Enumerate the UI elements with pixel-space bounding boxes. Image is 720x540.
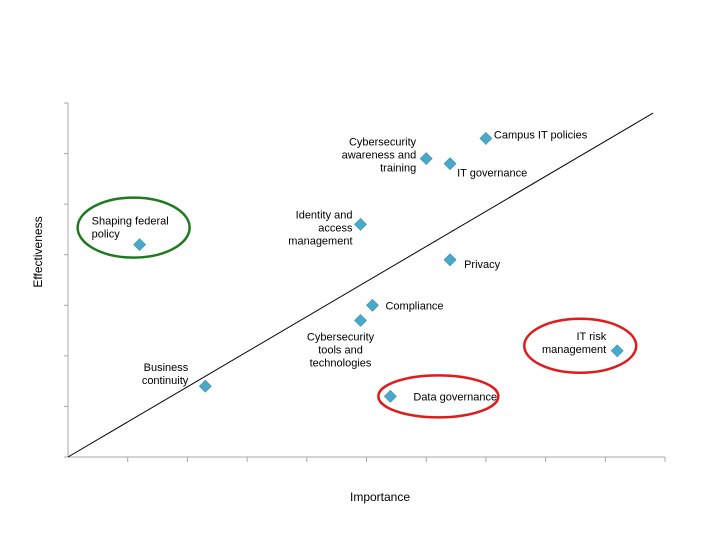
point-label-privacy: Privacy [464, 259, 501, 271]
point-label-line: Identity and [296, 209, 353, 221]
data-point-it-risk-management [610, 344, 624, 358]
data-point-data-governance [383, 389, 397, 403]
point-label-line: technologies [310, 357, 372, 369]
point-label-identity-and-access-management: Identity and access management [288, 209, 353, 247]
point-label-line: access [318, 222, 353, 234]
data-point-compliance [366, 298, 379, 312]
highlight-ellipses [76, 196, 638, 419]
point-label-campus-it-policies: Campus IT policies [494, 129, 588, 141]
point-label-line: Data governance [413, 391, 497, 403]
point-label-line: tools and [318, 344, 363, 356]
point-label-line: IT governance [457, 168, 527, 180]
data-point-it-governance [443, 157, 457, 171]
point-label-cybersecurity-tools-and-technologies: Cybersecurity tools and technologies [307, 331, 375, 369]
point-label-data-governance: Data governance [413, 391, 497, 403]
data-point-identity-and-access-management [354, 217, 367, 231]
highlight-ellipse-shaping-federal-policy [76, 196, 191, 259]
data-point-shaping-federal-policy [133, 238, 147, 252]
data-points [133, 131, 624, 403]
point-label-it-risk-management: IT risk management [542, 331, 607, 356]
point-label-line: awareness and [342, 150, 417, 162]
data-point-campus-it-policies [479, 131, 493, 145]
point-label-shaping-federal-policy: Shaping federal policy [92, 216, 169, 241]
point-label-line: management [542, 344, 606, 356]
point-label-business-continuity: Business continuity [142, 362, 189, 387]
data-point-business-continuity [198, 379, 212, 393]
point-label-line: Privacy [464, 259, 501, 271]
highlight-ellipse-data-governance [377, 374, 500, 419]
highlight-ellipse-it-risk-management [522, 317, 638, 375]
data-point-cybersecurity-awareness-and-training [419, 152, 433, 166]
point-label-cybersecurity-awareness-and-training: Cybersecurity awareness and training [342, 137, 417, 175]
point-label-line: management [288, 235, 352, 247]
point-label-line: Shaping federal [92, 216, 169, 228]
point-label-line: IT risk [576, 331, 606, 343]
point-label-line: continuity [142, 375, 189, 387]
point-label-line: policy [92, 229, 121, 241]
point-label-line: Campus IT policies [494, 129, 588, 141]
point-label-compliance: Compliance [385, 300, 443, 312]
point-label-line: Business [144, 362, 189, 374]
point-label-line: Cybersecurity [307, 331, 375, 343]
point-label-line: training [380, 163, 416, 175]
point-label-line: Cybersecurity [349, 137, 417, 149]
reference-line [67, 112, 654, 458]
data-point-privacy [443, 253, 457, 267]
data-point-cybersecurity-tools-and-technologies [354, 314, 367, 327]
point-label-it-governance: IT governance [457, 168, 527, 180]
point-label-line: Compliance [385, 300, 443, 312]
y-axis-title: Effectiveness [31, 216, 45, 287]
x-axis-title: Importance [350, 490, 410, 504]
axes [64, 102, 666, 462]
